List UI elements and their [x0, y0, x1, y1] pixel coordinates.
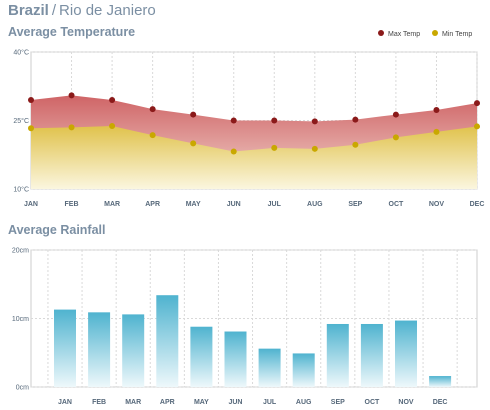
rainfall-x-tick-label: MAR: [125, 399, 141, 406]
rainfall-grid: [30, 249, 478, 388]
min-temp-point-may: [190, 140, 197, 147]
min-temp-point-sep: [352, 141, 359, 148]
rainfall-x-tick-label: APR: [160, 399, 175, 406]
rainfall-y-tick-label: 10cm: [12, 316, 29, 323]
rainfall-bar-nov: [395, 320, 417, 387]
rainfall-bar-apr: [156, 295, 179, 387]
max-temp-point-aug: [311, 118, 318, 125]
rainfall-x-tick-label: JUN: [228, 399, 242, 406]
max-temp-point-sep: [352, 116, 359, 123]
legend-min-temp-marker: [432, 30, 438, 36]
temperature-chart: 10°C 25°C 40°C JAN FEB MAR APR MAY JUN JUL AUG SEP…: [13, 30, 485, 208]
temperature-x-tick-label: JUL: [268, 201, 282, 208]
min-temp-point-dec: [474, 123, 480, 130]
max-temp-point-mar: [109, 96, 116, 103]
max-temp-point-oct: [392, 111, 399, 118]
rainfall-plot-frame: [30, 249, 478, 388]
rainfall-bar-aug: [292, 353, 315, 387]
max-temp-point-may: [190, 111, 197, 118]
temperature-x-tick-label: MAY: [186, 201, 201, 208]
temperature-x-tick-label: AUG: [307, 201, 323, 208]
rainfall-bar-oct: [360, 323, 383, 387]
temperature-x-tick-label: APR: [145, 201, 160, 208]
legend-min-temp-label: Min Temp: [442, 31, 472, 38]
temperature-x-tick-label: DEC: [470, 201, 485, 208]
rainfall-x-tick-label: NOV: [398, 399, 414, 406]
rainfall-x-tick-label: AUG: [296, 399, 312, 406]
temperature-y-tick-label: 10°C: [13, 186, 29, 194]
rainfall-bar-jul: [258, 348, 281, 387]
rainfall-bar-sep: [326, 323, 349, 387]
rainfall-bar-mar: [122, 314, 145, 387]
temperature-x-tick-label: SEP: [348, 201, 362, 208]
temperature-x-tick-label: JAN: [24, 201, 38, 208]
rainfall-bar-jun: [224, 331, 247, 387]
max-temp-point-apr: [149, 106, 156, 113]
temperature-y-tick-label: 40°C: [13, 49, 29, 57]
temperature-x-tick-label: NOV: [429, 201, 445, 208]
min-temp-point-aug: [311, 145, 318, 152]
temperature-x-tick-label: MAR: [104, 201, 120, 208]
rainfall-x-tick-label: OCT: [365, 399, 381, 406]
min-temp-area: [31, 125, 477, 189]
country-name: Brazil: [8, 2, 49, 19]
max-temp-point-jun: [230, 117, 237, 124]
min-temp-point-feb: [68, 124, 75, 131]
rainfall-x-tick-label: FEB: [92, 399, 106, 406]
max-temp-point-jul: [271, 117, 278, 124]
max-temp-point-jan: [28, 96, 34, 103]
rainfall-x-tick-label: MAY: [194, 399, 209, 406]
rainfall-bar-may: [190, 326, 213, 387]
rainfall-y-tick-label: 20cm: [12, 248, 29, 255]
rainfall-x-tick-label: JUL: [263, 399, 277, 406]
temperature-legend: Max Temp Min Temp: [378, 30, 472, 38]
min-temp-point-nov: [433, 128, 440, 135]
temperature-x-tick-label: JUN: [227, 201, 241, 208]
rainfall-y-tick-label: 0cm: [16, 385, 29, 392]
title-separator: /: [51, 2, 57, 19]
max-temp-point-nov: [433, 106, 440, 113]
temperature-y-tick-label: 25°C: [13, 117, 29, 125]
legend-max-temp-marker: [378, 30, 384, 36]
max-temp-point-dec: [474, 100, 480, 107]
min-temp-point-mar: [109, 122, 116, 129]
min-temp-point-jan: [28, 125, 34, 132]
rainfall-chart-title: Average Rainfall: [8, 223, 106, 237]
rainfall-bar-jan: [54, 309, 76, 387]
rainfall-bar-feb: [88, 312, 111, 387]
min-temp-point-jul: [271, 144, 278, 151]
rainfall-x-tick-label: SEP: [331, 399, 345, 406]
temperature-chart-title: Average Temperature: [8, 25, 136, 39]
temperature-x-tick-label: FEB: [65, 201, 79, 208]
page-title: Brazil / Rio de Janiero: [8, 1, 156, 21]
min-temp-point-jun: [230, 148, 237, 155]
temperature-x-tick-label: OCT: [389, 201, 405, 208]
max-temp-point-feb: [68, 92, 75, 99]
rainfall-bar-dec: [429, 376, 452, 387]
min-temp-point-apr: [149, 132, 156, 139]
rainfall-x-tick-label: DEC: [433, 399, 448, 406]
city-name: Rio de Janiero: [59, 2, 156, 19]
min-temp-point-oct: [392, 134, 399, 141]
rainfall-x-tick-label: JAN: [58, 399, 72, 406]
legend-max-temp-label: Max Temp: [388, 31, 420, 38]
